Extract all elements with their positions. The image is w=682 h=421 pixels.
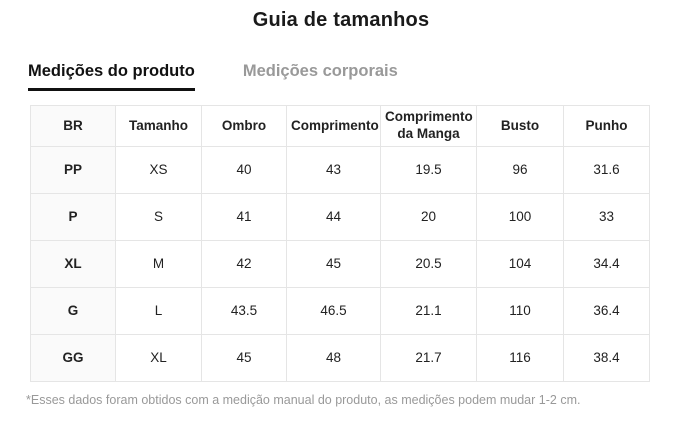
table-cell: M: [115, 240, 202, 288]
table-cell: 116: [476, 334, 564, 382]
table-cell: 41: [201, 193, 287, 241]
column-header-busto: Busto: [476, 105, 564, 147]
table-row: P S 41 44 20 100 33: [30, 193, 650, 241]
table-row: GG XL 45 48 21.7 116 38.4: [30, 334, 650, 382]
table-cell: 44: [286, 193, 381, 241]
row-header-cell: P: [30, 193, 116, 241]
tab-body-measurements[interactable]: Medições corporais: [242, 62, 398, 80]
table-cell: 42: [201, 240, 287, 288]
tab-product-measurements[interactable]: Medições do produto: [28, 62, 195, 91]
row-header-cell: GG: [30, 334, 116, 382]
table-cell: 96: [476, 146, 564, 194]
column-header-comprimento: Comprimento: [286, 105, 381, 147]
table-cell: XL: [115, 334, 202, 382]
table-cell: 40: [201, 146, 287, 194]
table-cell: 43: [286, 146, 381, 194]
column-header-punho: Punho: [563, 105, 650, 147]
table-cell: 21.7: [380, 334, 477, 382]
table-cell: 48: [286, 334, 381, 382]
page-title: Guia de tamanhos: [252, 9, 430, 31]
row-header-cell: PP: [30, 146, 116, 194]
column-header-ombro: Ombro: [201, 105, 287, 147]
table-cell: 33: [563, 193, 650, 241]
table-cell: 100: [476, 193, 564, 241]
table-row: XL M 42 45 20.5 104 34.4: [30, 240, 650, 288]
table-cell: 110: [476, 287, 564, 335]
table-cell: XS: [115, 146, 202, 194]
column-header-br: BR: [30, 105, 116, 147]
table-cell: 43.5: [201, 287, 287, 335]
table-cell: 34.4: [563, 240, 650, 288]
table-cell: 38.4: [563, 334, 650, 382]
table-cell: 19.5: [380, 146, 477, 194]
table-cell: 36.4: [563, 287, 650, 335]
table-cell: S: [115, 193, 202, 241]
table-cell: 45: [286, 240, 381, 288]
table-row: PP XS 40 43 19.5 96 31.6: [30, 146, 650, 194]
measurement-disclaimer: *Esses dados foram obtidos com a medição…: [26, 393, 581, 407]
table-cell: 20.5: [380, 240, 477, 288]
column-header-tamanho: Tamanho: [115, 105, 202, 147]
table-cell: 46.5: [286, 287, 381, 335]
table-cell: 31.6: [563, 146, 650, 194]
table-header-row: BR Tamanho Ombro Comprimento Comprimento…: [30, 105, 650, 147]
table-cell: L: [115, 287, 202, 335]
tab-bar: Medições do produto Medições corporais: [28, 62, 682, 91]
row-header-cell: XL: [30, 240, 116, 288]
table-cell: 104: [476, 240, 564, 288]
table-cell: 21.1: [380, 287, 477, 335]
table-cell: 20: [380, 193, 477, 241]
row-header-cell: G: [30, 287, 116, 335]
table-cell: 45: [201, 334, 287, 382]
size-table: BR Tamanho Ombro Comprimento Comprimento…: [30, 105, 650, 382]
table-row: G L 43.5 46.5 21.1 110 36.4: [30, 287, 650, 335]
column-header-comprimento-da-manga: Comprimento da Manga: [380, 105, 477, 147]
